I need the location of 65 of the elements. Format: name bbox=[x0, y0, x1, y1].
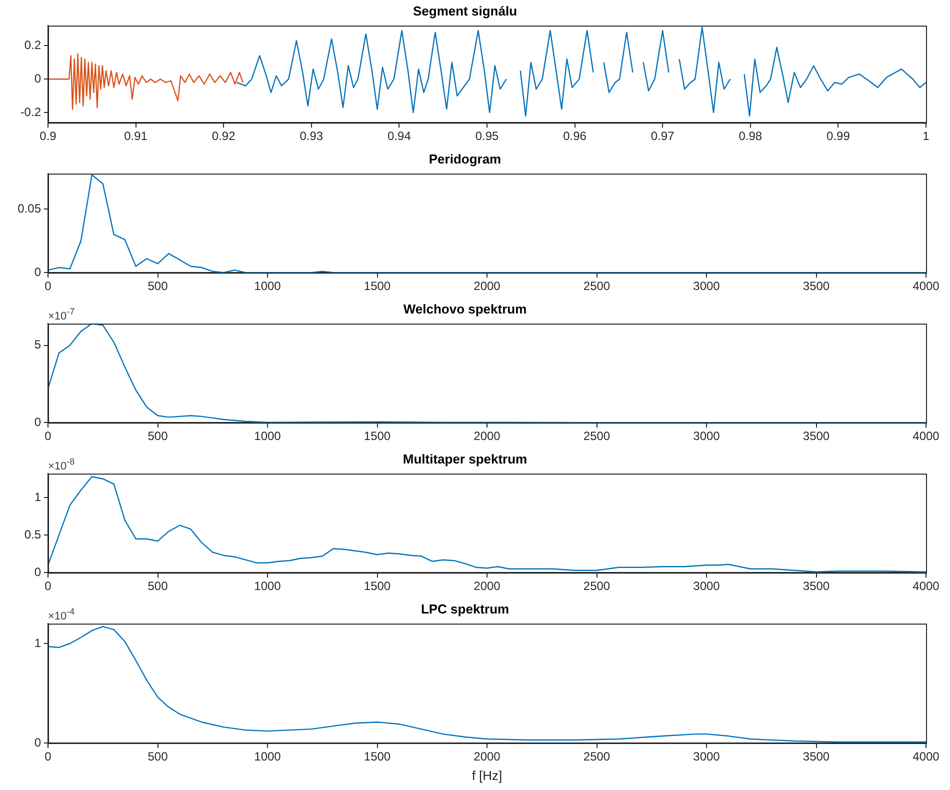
x-tick-label: 3000 bbox=[693, 279, 720, 294]
x-tick-label: 500 bbox=[148, 429, 168, 444]
chart-title: Welchovo spektrum bbox=[403, 301, 527, 316]
y-tick-label: 0.2 bbox=[24, 38, 42, 52]
x-tick-label: 1500 bbox=[364, 750, 391, 764]
x-tick-label: 2000 bbox=[474, 279, 501, 294]
x-tick-label: 1500 bbox=[364, 279, 391, 294]
x-tick-label: 0 bbox=[44, 750, 52, 764]
x-tick-label: 2500 bbox=[583, 750, 610, 764]
y-tick-label: 0 bbox=[34, 71, 42, 86]
x-tick-label: 500 bbox=[148, 579, 168, 594]
x-tick-label: 3000 bbox=[693, 750, 720, 764]
x-tick-label: 4000 bbox=[912, 750, 940, 764]
x-tick-label: 0.91 bbox=[124, 129, 148, 144]
x-tick-label: 0.98 bbox=[738, 129, 762, 144]
x-axis-title: f [Hz] bbox=[472, 768, 502, 783]
x-tick-label: 4000 bbox=[912, 429, 940, 444]
x-tick-label: 3500 bbox=[802, 429, 830, 444]
x-tick-label: 500 bbox=[148, 279, 168, 294]
x-tick-label: 1500 bbox=[364, 579, 391, 594]
chart-title: LPC spektrum bbox=[420, 601, 510, 616]
x-tick-label: 0 bbox=[44, 429, 52, 444]
x-tick-label: 2500 bbox=[583, 579, 610, 594]
x-tick-label: 4000 bbox=[912, 579, 940, 594]
x-tick-label: 1000 bbox=[254, 429, 282, 444]
y-tick-label: 5 bbox=[34, 338, 42, 352]
chart-title: Peridogram bbox=[428, 151, 502, 166]
y-tick-label: 0 bbox=[34, 414, 42, 429]
chart-title: Multitaper spektrum bbox=[402, 451, 528, 466]
x-tick-label: 0.99 bbox=[826, 129, 850, 144]
x-tick-label: 2000 bbox=[474, 579, 501, 594]
x-tick-label: 4000 bbox=[912, 279, 940, 294]
x-tick-label: 0.9 bbox=[40, 129, 57, 144]
y-tick-label: -0.2 bbox=[20, 104, 42, 119]
x-tick-label: 1000 bbox=[254, 579, 282, 594]
y-tick-label: 0.5 bbox=[24, 527, 42, 542]
x-tick-label: 3000 bbox=[693, 579, 720, 594]
x-tick-label: 1500 bbox=[364, 429, 391, 444]
x-tick-label: 2000 bbox=[474, 750, 501, 764]
y-tick-label: 0.05 bbox=[18, 201, 42, 216]
x-tick-label: 500 bbox=[148, 750, 168, 764]
x-tick-label: 0.97 bbox=[650, 129, 675, 144]
x-tick-label: 3500 bbox=[802, 750, 830, 764]
y-tick-label: 1 bbox=[34, 490, 42, 504]
x-tick-label: 3500 bbox=[802, 279, 830, 294]
x-tick-label: 0 bbox=[44, 579, 52, 594]
x-tick-label: 2000 bbox=[474, 429, 501, 444]
x-tick-label: 0.92 bbox=[212, 129, 236, 144]
x-tick-label: 2500 bbox=[583, 279, 610, 294]
x-tick-label: 1000 bbox=[254, 279, 282, 294]
x-tick-label: 0.96 bbox=[563, 129, 587, 144]
y-tick-label: 0 bbox=[34, 264, 42, 279]
x-tick-label: 1 bbox=[922, 129, 930, 144]
x-tick-label: 1000 bbox=[254, 750, 282, 764]
y-tick-label: 0 bbox=[34, 564, 42, 579]
x-tick-label: 0.93 bbox=[300, 129, 324, 144]
y-tick-label: 0 bbox=[34, 735, 42, 750]
x-tick-label: 3000 bbox=[693, 429, 720, 444]
x-tick-label: 0.95 bbox=[475, 129, 499, 144]
x-tick-label: 0.94 bbox=[388, 129, 412, 144]
y-tick-label: 1 bbox=[34, 636, 42, 650]
x-tick-label: 3500 bbox=[802, 579, 830, 594]
x-tick-label: 2500 bbox=[583, 429, 610, 444]
chart-title: Segment signálu bbox=[412, 3, 518, 18]
x-tick-label: 0 bbox=[44, 279, 52, 294]
